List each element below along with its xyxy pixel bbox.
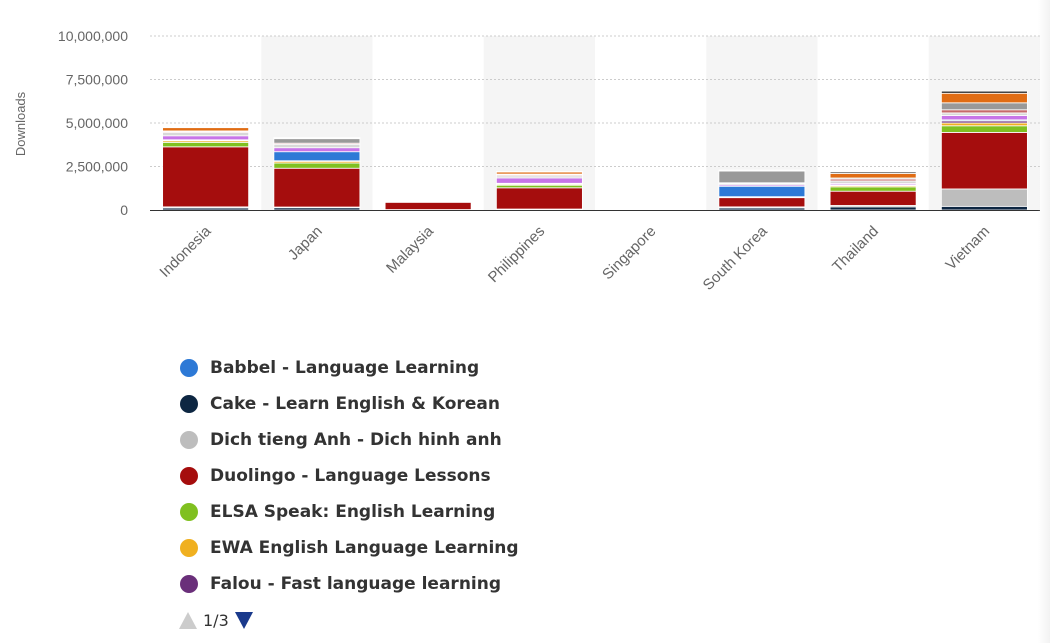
legend-marker-icon: [180, 575, 198, 593]
bar-segment[interactable]: [273, 151, 361, 162]
y-tick-label: 10,000,000: [58, 28, 128, 44]
legend-label: Babbel - Language Learning: [210, 358, 480, 378]
bar-segment[interactable]: [940, 102, 1028, 111]
right-edge-shadow: [1038, 0, 1050, 643]
legend-pager: 1/3: [179, 610, 253, 630]
legend-marker-icon: [180, 359, 198, 377]
pager-down-icon[interactable]: [234, 611, 253, 629]
bar-stack-malaysia[interactable]: [384, 198, 472, 211]
bar-segment[interactable]: [273, 143, 361, 149]
y-tick-label: 0: [120, 202, 128, 218]
bar-segment[interactable]: [940, 188, 1028, 207]
bar-segment[interactable]: [273, 137, 361, 139]
x-tick-label: Vietnam: [942, 223, 993, 274]
legend-label: Duolingo - Language Lessons: [210, 466, 491, 486]
legend-item[interactable]: Dich tieng Anh - Dich hinh anh: [180, 422, 519, 458]
bar-segment[interactable]: [718, 170, 806, 184]
bar-stack-south-korea[interactable]: [718, 169, 806, 211]
bar-stack-vietnam[interactable]: [940, 90, 1028, 211]
x-tick-label: Philippines: [485, 223, 548, 286]
bar-stack-indonesia[interactable]: [162, 126, 250, 211]
legend-item[interactable]: ELSA Speak: English Learning: [180, 494, 519, 530]
bar-segment[interactable]: [495, 187, 583, 210]
legend-item[interactable]: Babbel - Language Learning: [180, 350, 519, 386]
legend-item[interactable]: Falou - Fast language learning: [180, 566, 519, 602]
legend-marker-icon: [180, 395, 198, 413]
bar-stack-japan[interactable]: [273, 137, 361, 211]
bar-segment[interactable]: [495, 177, 583, 184]
stacked-bar-chart: 0 2,500,000 5,000,000 7,500,000 10,000,000 D…: [13, 28, 1040, 294]
bar-segment[interactable]: [829, 186, 917, 192]
bar-segment[interactable]: [718, 185, 806, 198]
bar-segment[interactable]: [940, 90, 1028, 94]
bar-segment[interactable]: [829, 190, 917, 206]
bar-segment[interactable]: [273, 147, 361, 153]
legend-item[interactable]: Cake - Learn English & Korean: [180, 386, 519, 422]
bar-segment[interactable]: [718, 169, 806, 172]
legend-label: EWA English Language Learning: [210, 538, 519, 558]
legend-label: Cake - Learn English & Korean: [210, 394, 500, 414]
pager-up-icon[interactable]: [179, 611, 197, 629]
bar-segment[interactable]: [162, 132, 250, 137]
bar-segment[interactable]: [162, 126, 250, 129]
legend-item[interactable]: EWA English Language Learning: [180, 530, 519, 566]
legend-marker-icon: [180, 539, 198, 557]
bar-segment[interactable]: [162, 146, 250, 208]
bar-segment[interactable]: [273, 138, 361, 144]
bar-segment[interactable]: [829, 173, 917, 179]
x-tick-label: Japan: [285, 223, 326, 264]
bar-segment[interactable]: [273, 167, 361, 208]
bar-segment[interactable]: [607, 207, 695, 209]
bar-segment[interactable]: [273, 162, 361, 169]
legend-item[interactable]: Duolingo - Language Lessons: [180, 458, 519, 494]
x-tick-label: Thailand: [829, 223, 882, 276]
bar-segment[interactable]: [940, 115, 1028, 121]
bar-segment[interactable]: [162, 135, 250, 141]
bar-stack-thailand[interactable]: [829, 171, 917, 211]
x-tick-label: Indonesia: [156, 222, 214, 280]
x-tick-labels: Indonesia Japan Malaysia Philippines Singapo…: [156, 222, 993, 293]
x-tick-label: Singapore: [599, 223, 659, 283]
y-tick-label: 7,500,000: [66, 72, 128, 88]
bar-segment[interactable]: [162, 141, 250, 148]
bar-segment[interactable]: [940, 109, 1028, 114]
bar-stack-philippines[interactable]: [495, 171, 583, 211]
bar-segment[interactable]: [829, 171, 917, 174]
y-tick-label: 2,500,000: [66, 159, 128, 175]
y-axis-title: Downloads: [13, 91, 28, 156]
pager-text: 1/3: [203, 611, 229, 630]
legend-label: Dich tieng Anh - Dich hinh anh: [210, 430, 502, 450]
bar-segment[interactable]: [940, 122, 1028, 127]
x-tick-label: Malaysia: [383, 222, 437, 276]
bar-segment[interactable]: [940, 125, 1028, 133]
legend: Babbel - Language Learning Cake - Learn E…: [180, 350, 519, 602]
bar-segment[interactable]: [384, 198, 472, 201]
legend-label: ELSA Speak: English Learning: [210, 502, 496, 522]
legend-marker-icon: [180, 467, 198, 485]
y-tick-label: 5,000,000: [66, 115, 128, 131]
legend-marker-icon: [180, 431, 198, 449]
bar-segment[interactable]: [940, 205, 1028, 211]
bar-stacks: [162, 90, 1028, 211]
bar-segment[interactable]: [384, 201, 472, 210]
bar-segment[interactable]: [829, 206, 917, 211]
bar-segment[interactable]: [940, 92, 1028, 104]
x-tick-label: South Korea: [700, 222, 771, 293]
bar-segment[interactable]: [718, 197, 806, 208]
y-tick-labels: 0 2,500,000 5,000,000 7,500,000 10,000,000: [58, 28, 128, 218]
legend-marker-icon: [180, 503, 198, 521]
bar-segment[interactable]: [495, 171, 583, 173]
bar-segment[interactable]: [940, 131, 1028, 190]
legend-label: Falou - Fast language learning: [210, 574, 502, 594]
